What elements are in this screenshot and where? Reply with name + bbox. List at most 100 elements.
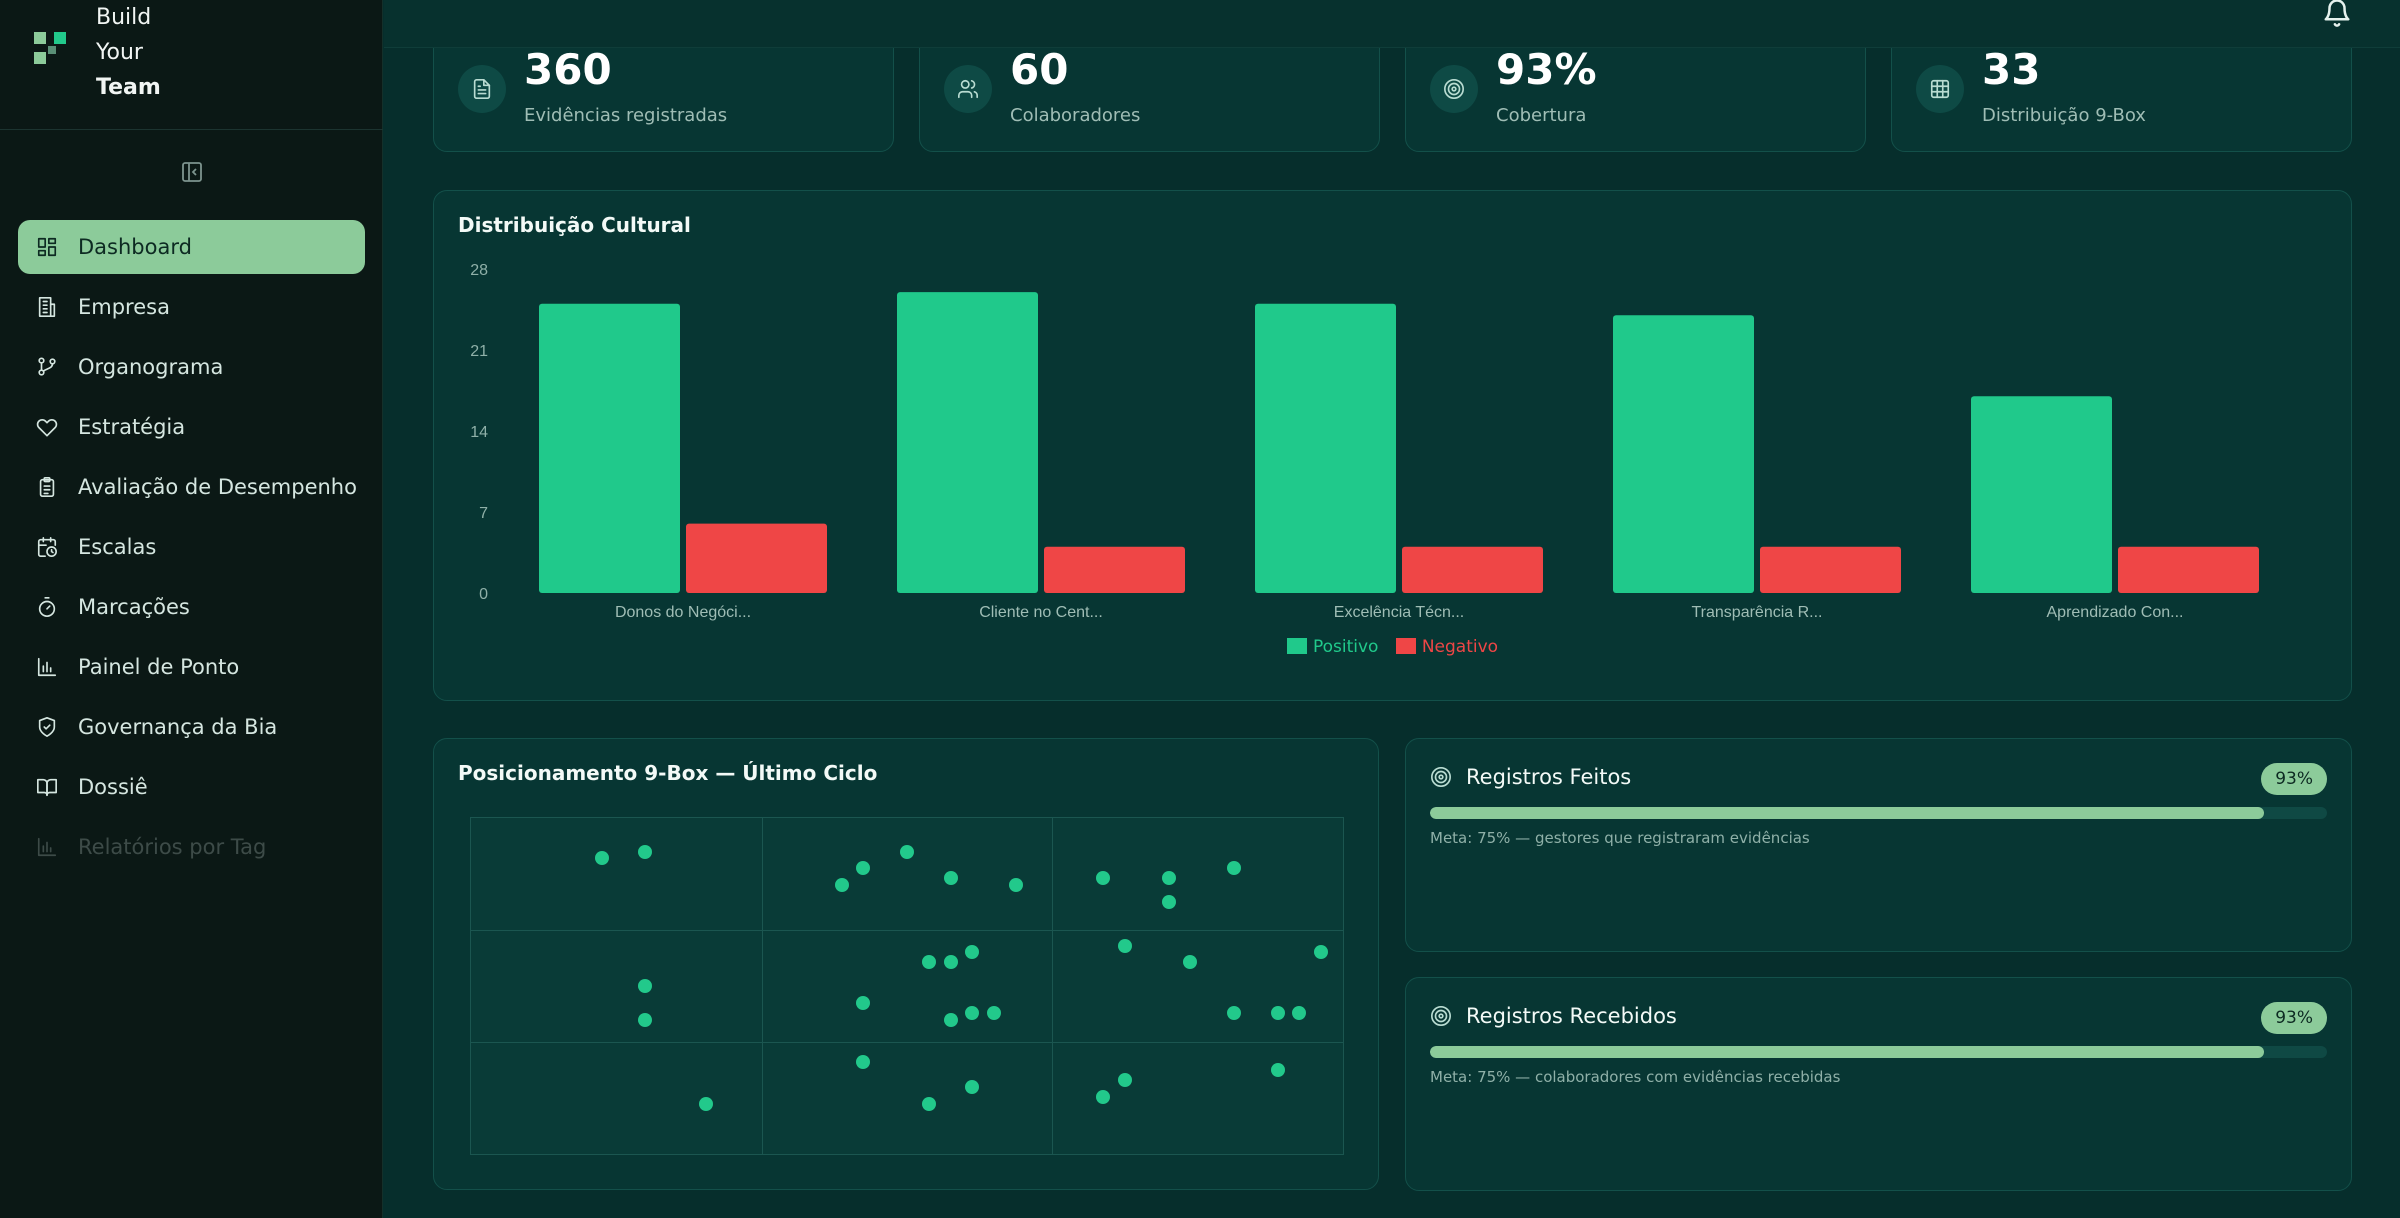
ninebox-point[interactable] (1096, 871, 1111, 886)
ninebox-point[interactable] (1118, 938, 1132, 953)
stat-value: 360 (524, 45, 612, 94)
ninebox-point[interactable] (1292, 1005, 1307, 1020)
ninebox-point[interactable] (1270, 1063, 1285, 1077)
target-icon (1444, 79, 1464, 99)
stat-value: 93% (1496, 45, 1597, 94)
bar-negativo[interactable] (1760, 546, 1901, 593)
brand: Build Your Team (0, 0, 383, 130)
ninebox-point[interactable] (856, 1054, 871, 1069)
bar-positivo[interactable] (539, 303, 680, 593)
stat-label: Cobertura (1496, 105, 1587, 126)
sidebar-item-organograma[interactable]: Organograma (18, 340, 365, 394)
git-branch-icon (38, 357, 56, 376)
sidebar-item-empresa[interactable]: Empresa (18, 280, 365, 334)
target-icon (1431, 767, 1451, 787)
top-bar (384, 0, 2400, 48)
percent-badge: 93% (2261, 763, 2327, 795)
ninebox-point[interactable] (638, 979, 653, 993)
sidebar-item-escalas[interactable]: Escalas (18, 520, 365, 574)
ninebox-point[interactable] (1314, 945, 1329, 960)
ninebox-point[interactable] (921, 1096, 936, 1111)
file-text-icon (473, 79, 491, 99)
sidebar-item-painel-ponto[interactable]: Painel de Ponto (18, 640, 365, 694)
ninebox-point[interactable] (900, 844, 914, 859)
dashboard-icon (37, 237, 57, 257)
ninebox-point[interactable] (1183, 955, 1198, 970)
ninebox-point[interactable] (1161, 895, 1176, 909)
progress-bar (1430, 807, 2327, 819)
bar-negativo[interactable] (2118, 546, 2259, 593)
sidebar-item-label: Dossiê (78, 775, 148, 799)
ninebox-point[interactable] (834, 878, 849, 893)
ninebox-point[interactable] (638, 1012, 653, 1027)
sidebar-item-estrategia[interactable]: Estratégia (18, 400, 365, 454)
ninebox-point[interactable] (987, 1005, 1002, 1020)
legend-swatch (1286, 638, 1307, 654)
ninebox-point[interactable] (1118, 1073, 1132, 1088)
ninebox-point[interactable] (1227, 1005, 1241, 1020)
bar-positivo[interactable] (897, 292, 1038, 593)
bar-positivo[interactable] (1971, 396, 2112, 593)
ninebox-point[interactable] (699, 1096, 714, 1111)
ninebox-point[interactable] (965, 1005, 980, 1020)
bell-icon[interactable] (2322, 0, 2352, 28)
ninebox-point[interactable] (1161, 871, 1176, 886)
logo-icon (34, 32, 68, 66)
sidebar-item-dashboard[interactable]: Dashboard (18, 220, 365, 274)
ninebox-point[interactable] (856, 995, 871, 1010)
ninebox-point[interactable] (965, 1079, 980, 1094)
sidebar-item-avaliacao[interactable]: Avaliação de Desempenho (18, 460, 365, 514)
bar-negativo[interactable] (686, 523, 827, 593)
ninebox-point[interactable] (921, 955, 936, 970)
ninebox-point[interactable] (943, 955, 958, 970)
sidebar-nav: Dashboard Empresa Organograma Estratégia… (18, 220, 365, 880)
timer-icon (38, 597, 56, 617)
panel-title: Distribuição Cultural (458, 213, 691, 237)
ninebox-point[interactable] (856, 861, 871, 876)
sidebar-item-marcacoes[interactable]: Marcações (18, 580, 365, 634)
sidebar-item-label: Organograma (78, 355, 224, 379)
bar-positivo[interactable] (1613, 315, 1754, 593)
sidebar-item-relatorios[interactable]: Relatórios por Tag (18, 820, 365, 874)
ninebox-point[interactable] (1270, 1005, 1285, 1020)
ninebox-point[interactable] (1096, 1089, 1111, 1104)
chart-legend: Positivo Negativo (434, 637, 2351, 657)
bar-positivo[interactable] (1255, 303, 1396, 593)
sidebar-item-dossie[interactable]: Dossiê (18, 760, 365, 814)
brand-line-3: Team (96, 75, 161, 100)
y-tick-label: 28 (470, 262, 488, 279)
sidebar-collapse-icon[interactable] (180, 160, 204, 184)
y-tick-label: 7 (479, 505, 488, 522)
sidebar-item-label: Empresa (78, 295, 170, 319)
ninebox-point[interactable] (943, 871, 958, 886)
sidebar-item-governanca[interactable]: Governança da Bia (18, 700, 365, 754)
sidebar-item-label: Governança da Bia (78, 715, 278, 739)
sidebar-item-label: Dashboard (78, 235, 192, 259)
ninebox-point[interactable] (638, 844, 653, 859)
y-tick-label: 21 (470, 343, 488, 360)
shield-check-icon (38, 717, 56, 737)
brand-name: Build Your Team (96, 0, 161, 105)
meta-text: Meta: 75% — colaboradores com evidências… (1430, 1068, 1841, 1086)
legend-item-negativo[interactable]: Negativo (1395, 637, 1498, 657)
ninebox-point[interactable] (965, 945, 980, 960)
ninebox-point[interactable] (594, 851, 609, 866)
x-tick-label: Transparência R... (1691, 604, 1822, 621)
bar-negativo[interactable] (1402, 546, 1543, 593)
sidebar-item-label: Avaliação de Desempenho (78, 475, 357, 499)
ninebox-panel: Posicionamento 9-Box — Último Ciclo (433, 738, 1379, 1190)
panel-title: Posicionamento 9-Box — Último Ciclo (458, 761, 878, 785)
ninebox-point[interactable] (1227, 861, 1241, 876)
registros-recebidos-panel: Registros Recebidos 93% Meta: 75% — cola… (1405, 977, 2352, 1191)
ninebox-point[interactable] (943, 1012, 958, 1027)
bar-negativo[interactable] (1044, 546, 1185, 593)
x-tick-label: Aprendizado Con... (2047, 604, 2184, 621)
ninebox-point[interactable] (1009, 878, 1023, 893)
stat-label: Evidências registradas (524, 105, 728, 126)
progress-fill (1430, 807, 2265, 819)
stat-value: 60 (1010, 45, 1069, 94)
building-icon (38, 297, 56, 317)
legend-item-positivo[interactable]: Positivo (1286, 637, 1378, 657)
sidebar: Build Your Team Dashboard Empresa Organo… (0, 0, 383, 1218)
sidebar-item-label: Escalas (78, 535, 157, 559)
